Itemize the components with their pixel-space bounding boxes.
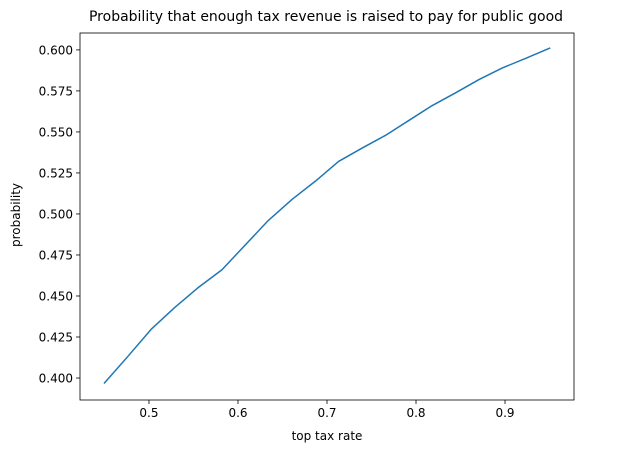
x-tick-label: 0.5 (139, 406, 158, 420)
y-tick-label: 0.475 (39, 248, 73, 262)
y-tick-label: 0.425 (39, 331, 73, 345)
y-tick-label: 0.600 (39, 43, 73, 57)
y-tick-label: 0.525 (39, 166, 73, 180)
y-tick-label: 0.400 (39, 372, 73, 386)
x-axis-label: top tax rate (292, 429, 363, 443)
x-tick-label: 0.9 (495, 406, 514, 420)
x-tick-label: 0.6 (228, 406, 247, 420)
series-line-0 (103, 47, 551, 384)
y-axis-label: probability (9, 183, 23, 247)
y-tick-label: 0.500 (39, 207, 73, 221)
x-tick-label: 0.8 (406, 406, 425, 420)
x-tick-label: 0.7 (317, 406, 336, 420)
plot-area: 0.5 0.6 0.7 0.8 0.9 0.400 0.425 0.450 0.475 0.500… (39, 32, 575, 420)
y-tick-label: 0.450 (39, 289, 73, 303)
chart-title: Probability that enough tax revenue is r… (89, 9, 563, 25)
y-tick-label: 0.575 (39, 84, 73, 98)
y-tick-label: 0.550 (39, 125, 73, 139)
